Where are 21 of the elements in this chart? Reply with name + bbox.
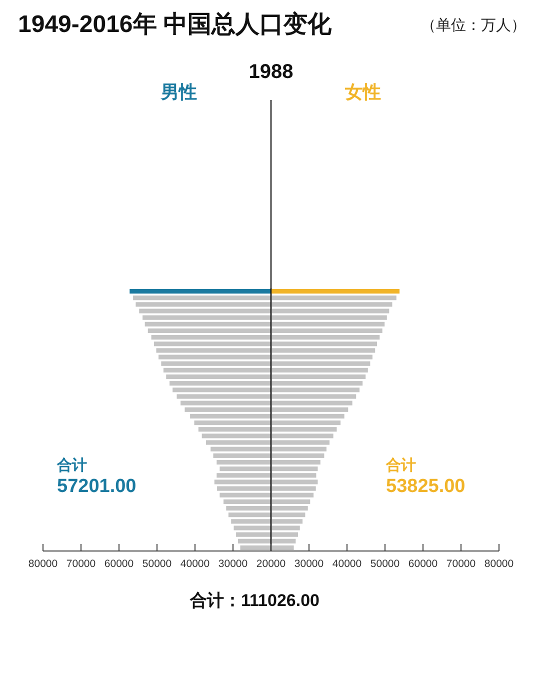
annotation: 合计 53825.00	[385, 457, 466, 497]
x-tick-label: 60000	[104, 558, 134, 570]
x-tick-label: 50000	[142, 558, 172, 570]
x-tick-label: 40000	[180, 558, 210, 570]
annotation: 合计 57201.00	[56, 457, 136, 497]
x-tick-label: 60000	[408, 558, 438, 570]
x-tick-label: 80000	[484, 558, 514, 570]
x-tick-label: 80000	[28, 558, 58, 570]
x-tick-label: 30000	[218, 558, 248, 570]
x-tick-label: 20000	[256, 558, 286, 570]
text: 1988	[248, 61, 294, 83]
text: （单位：万人）	[421, 17, 526, 34]
text: 男性	[160, 82, 197, 102]
x-tick-label: 70000	[66, 558, 96, 570]
text: 合计：111026.00	[189, 591, 320, 610]
x-tick-label: 40000	[332, 558, 362, 570]
chart-title: 1949-2016年 中国总人口变化	[18, 11, 332, 38]
x-tick-label: 30000	[294, 558, 324, 570]
x-tick-label: 70000	[446, 558, 476, 570]
x-tick-label: 50000	[370, 558, 400, 570]
text: 女性	[344, 82, 381, 102]
